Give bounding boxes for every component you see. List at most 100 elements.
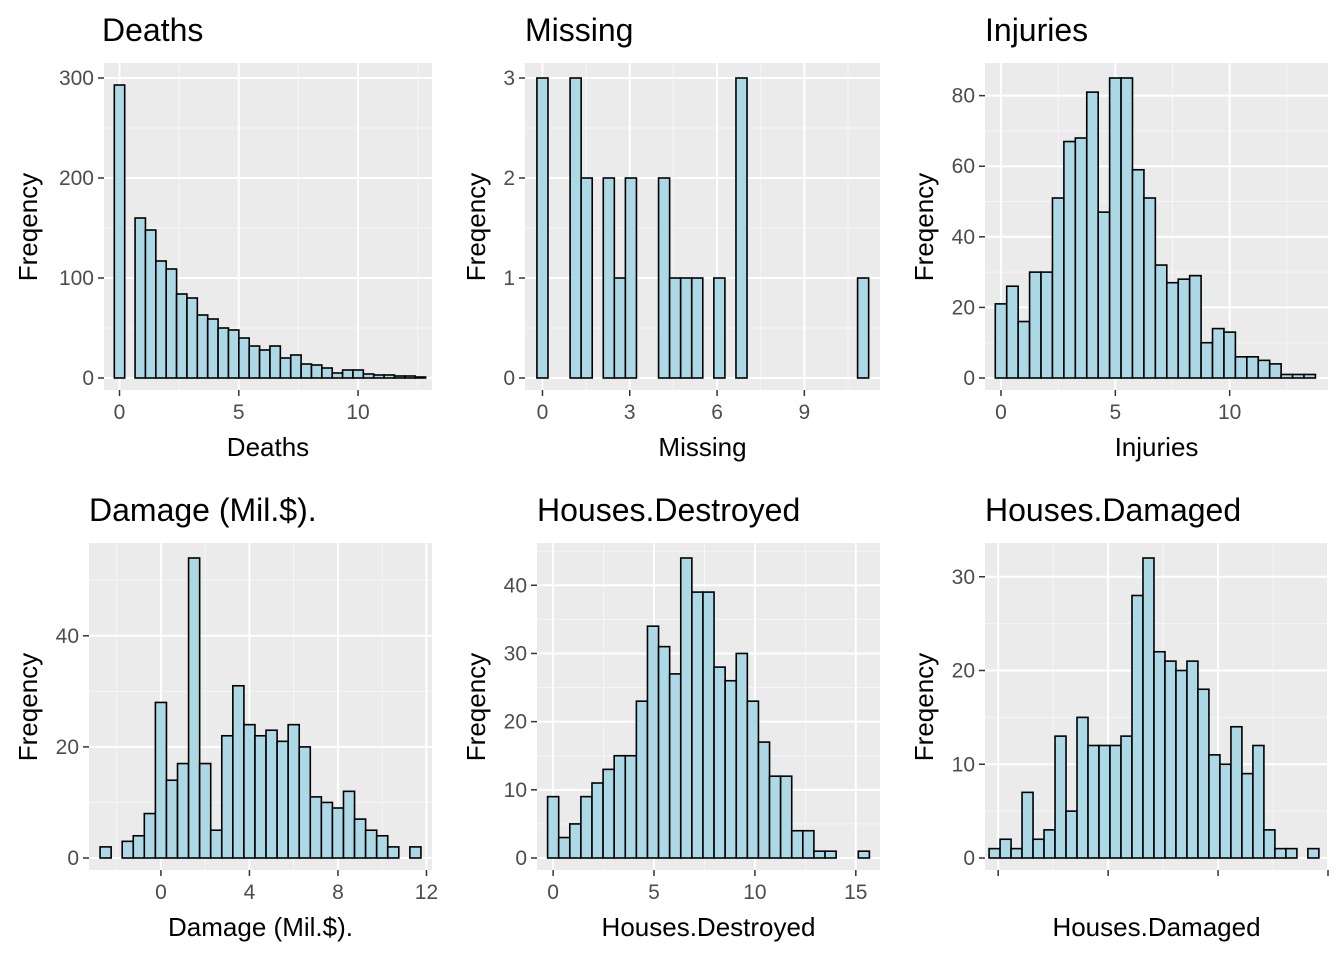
histogram-bar: [341, 369, 354, 379]
histogram-bar: [209, 829, 223, 859]
y-tick-label: 30: [504, 642, 527, 665]
histogram-bar: [613, 754, 627, 859]
histogram-bar: [320, 801, 334, 859]
histogram-bar: [132, 834, 146, 859]
x-tick-label: 10: [1218, 401, 1241, 424]
axes: 0 100 200 300 0 5 10: [59, 67, 370, 424]
y-tick-label: 20: [56, 736, 79, 759]
damage-panel: 0 20 40 0 4 8 12 Damage (Mil.$). Damage (Mil.$…: [0, 480, 448, 960]
histogram-bar: [690, 277, 704, 379]
histogram-bar: [1175, 669, 1188, 859]
y-tick-label: 20: [504, 711, 527, 734]
x-axis-label: Damage (Mil.$).: [168, 912, 353, 942]
histogram-bar: [713, 666, 726, 859]
histogram-bar: [121, 840, 135, 859]
histogram-bar: [1065, 810, 1078, 859]
histogram-bar: [1098, 744, 1111, 859]
y-tick-label: 20: [952, 296, 975, 319]
histogram-bar: [779, 775, 793, 859]
x-axis-label: Houses.Damaged: [1052, 912, 1261, 942]
histogram-bar: [602, 768, 615, 859]
histogram-bar: [856, 277, 870, 379]
histogram-bar: [857, 850, 871, 859]
histogram-bar: [265, 729, 278, 859]
histogram-bar: [635, 700, 649, 859]
x-tick-label: 6: [711, 401, 723, 424]
x-tick-label: 0: [547, 881, 559, 904]
histogram-bar: [196, 314, 209, 379]
histogram-bar: [176, 762, 190, 859]
y-axis-label: Freqency: [461, 652, 491, 761]
histogram-bar: [1303, 373, 1317, 379]
histogram-bar: [1177, 278, 1191, 379]
histogram-bar: [569, 77, 582, 379]
histogram-bar: [321, 367, 334, 379]
axes: 0 20 40 0 4 8 12: [56, 625, 439, 904]
y-tick-label: 0: [503, 367, 515, 390]
histogram-bar: [1074, 137, 1088, 379]
histogram-bar: [134, 217, 147, 379]
histogram-bar: [1054, 735, 1067, 859]
y-tick-label: 40: [952, 226, 975, 249]
panel-title: Injuries: [985, 12, 1089, 48]
x-axis-label: Injuries: [1114, 432, 1199, 462]
histogram-bar: [994, 303, 1008, 379]
y-tick-label: 40: [504, 574, 527, 597]
y-tick-label: 30: [952, 566, 975, 589]
histogram-bar: [175, 293, 188, 379]
x-tick-label: 10: [346, 401, 369, 424]
y-tick-label: 3: [503, 67, 515, 90]
y-tick-label: 40: [56, 625, 79, 648]
histogram-bar: [735, 77, 748, 379]
y-tick-label: 20: [952, 660, 975, 683]
histogram-bar: [248, 345, 261, 379]
histogram-bar: [646, 625, 660, 859]
axes: 0 1 2 3 0 3 6 9: [503, 67, 810, 424]
histogram-bar: [217, 327, 230, 379]
histogram-bar: [1291, 373, 1305, 379]
histogram-bar: [1120, 77, 1134, 379]
houses-damaged-panel: 0 10 20 30 Houses.Damaged Houses.Damaged Fr…: [896, 480, 1344, 960]
y-tick-label: 100: [59, 267, 94, 290]
histogram-bar: [386, 846, 400, 859]
y-tick-label: 0: [963, 847, 975, 870]
histogram-bar: [1109, 744, 1122, 859]
x-axis-label: Missing: [658, 432, 747, 462]
histogram-bar: [1234, 356, 1248, 379]
x-tick-label: 3: [624, 401, 636, 424]
y-axis-label: Freqency: [461, 172, 491, 281]
x-tick-label: 0: [995, 401, 1007, 424]
histogram-bar: [1085, 91, 1099, 379]
histogram-bar: [258, 349, 271, 379]
histogram-bar: [657, 177, 671, 379]
y-tick-label: 200: [59, 167, 94, 190]
histogram-bar: [414, 376, 427, 379]
histogram-bar: [1230, 725, 1243, 859]
histogram-bar: [679, 557, 693, 859]
axes: 0 10 20 30: [952, 566, 1329, 876]
histogram-bar: [220, 734, 234, 859]
histogram-bar: [1032, 838, 1045, 859]
histogram-bar: [1263, 829, 1276, 859]
histogram-bar: [613, 277, 627, 379]
histogram-bar: [186, 297, 199, 379]
histogram-bar: [1274, 847, 1287, 859]
damage-histogram: 0 20 40 0 4 8 12: [56, 543, 439, 904]
histogram-bar: [624, 754, 638, 859]
histogram-bar: [1241, 772, 1254, 859]
histogram-bar: [206, 318, 219, 379]
histogram-bar: [1165, 281, 1180, 379]
histogram-bar: [342, 790, 356, 859]
histogram-bar: [691, 591, 704, 859]
y-tick-label: 60: [952, 155, 975, 178]
histogram-bar: [269, 345, 282, 379]
histogram-bar: [1252, 744, 1265, 859]
histogram-bar: [364, 829, 378, 859]
deaths-panel: 0 100 200 300 0 5 10 Deaths Deaths Freqency: [0, 0, 448, 480]
histogram-bar: [243, 723, 256, 859]
x-tick-label: 0: [114, 401, 126, 424]
histogram-bar: [790, 829, 804, 859]
histogram-bar: [352, 369, 365, 379]
x-axis-label: Deaths: [226, 432, 310, 462]
histogram-bar: [824, 850, 837, 859]
